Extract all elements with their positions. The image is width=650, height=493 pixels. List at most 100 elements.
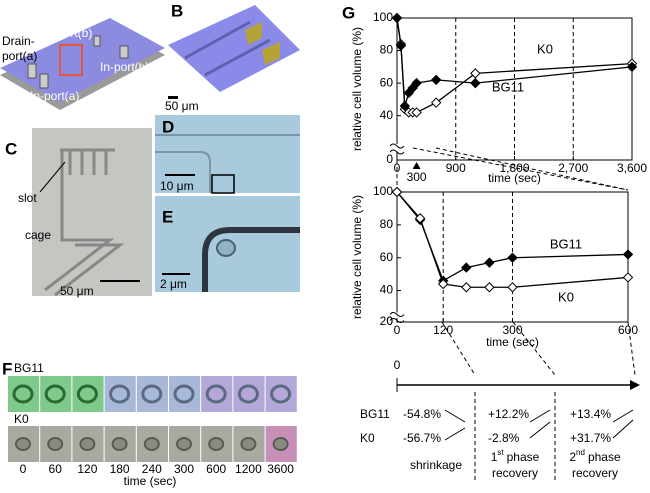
cell xyxy=(44,384,66,404)
data-point xyxy=(507,282,518,293)
change-value: +13.4% xyxy=(570,407,611,421)
x-marker-label: 300 xyxy=(407,170,427,184)
axis-break-gap xyxy=(391,312,403,321)
axis-break xyxy=(389,143,405,155)
x-tick-label: 120 xyxy=(433,323,453,337)
change-value: +12.2% xyxy=(488,407,529,421)
x-tick-label: 0 xyxy=(394,323,401,337)
data-point xyxy=(430,74,442,86)
panel-label: B xyxy=(171,1,183,20)
data-point xyxy=(411,107,422,118)
cell xyxy=(12,384,34,404)
data-point xyxy=(484,282,495,293)
panel-label: E xyxy=(162,207,173,226)
scale-label: 10 μm xyxy=(160,179,194,193)
time-label: 180 xyxy=(110,462,130,476)
cell xyxy=(216,239,236,257)
data-point xyxy=(470,77,481,89)
series-label: BG11 xyxy=(550,236,582,251)
x-axis-label: time (sec) xyxy=(486,335,539,349)
series-label: BG11 xyxy=(492,79,524,94)
cage xyxy=(262,42,280,65)
annotation: slot xyxy=(18,191,37,205)
panel-label: F xyxy=(2,359,12,378)
phase-label-part: 2 xyxy=(569,450,576,464)
arrow-head xyxy=(630,380,640,390)
panel-a: A Drain- port(a) Drain- port(b) In-port(… xyxy=(0,1,165,110)
series-label: K0 xyxy=(558,289,574,304)
y-tick-label: 0 xyxy=(386,152,393,166)
cage-outline xyxy=(44,148,115,292)
panel-e: E 2 μm xyxy=(155,196,300,292)
cage xyxy=(245,22,262,45)
phase-label: recovery xyxy=(572,466,618,480)
pointer xyxy=(39,161,66,193)
panel-b: B 50 μm xyxy=(165,1,300,113)
phase-divider xyxy=(474,392,556,480)
row-label: BG11 xyxy=(14,361,44,375)
x-axis-label: time (sec) xyxy=(488,171,541,185)
cell xyxy=(141,384,163,404)
scale-label: 2 μm xyxy=(160,277,187,291)
time-label: 240 xyxy=(142,462,162,476)
data-point xyxy=(622,249,634,260)
y-tick-label: 80 xyxy=(380,43,394,57)
cell xyxy=(76,384,98,404)
x-tick-label: 600 xyxy=(618,323,638,337)
phase-label-part: phase xyxy=(507,450,540,464)
x-tick-label: 2,700 xyxy=(558,161,588,175)
axis-break-gap xyxy=(391,144,403,152)
data-point xyxy=(484,257,495,268)
chip xyxy=(168,5,300,92)
panel-c: C slot cage 50 μm xyxy=(5,128,152,298)
panel-label: G xyxy=(342,3,355,22)
cell xyxy=(237,384,259,404)
y-tick-label: 0 xyxy=(386,314,393,328)
x-tick-label: 0 xyxy=(394,161,401,175)
scale-bar xyxy=(165,174,195,176)
phase-label: 2nd phase xyxy=(569,448,621,464)
trend-arrow xyxy=(444,409,634,441)
time-label: 3600 xyxy=(267,462,294,476)
port-label: In-port(a) xyxy=(30,89,79,103)
row-label: K0 xyxy=(360,431,375,445)
data-point xyxy=(391,186,403,198)
row-label: BG11 xyxy=(360,407,390,421)
y-axis-label: relative cell volume (%) xyxy=(350,195,364,319)
y-tick-label: 40 xyxy=(380,283,394,297)
micrograph xyxy=(32,128,152,296)
scale-label: 50 μm xyxy=(165,99,199,113)
port xyxy=(27,63,37,79)
time-label: 600 xyxy=(206,462,226,476)
scale-label: 50 μm xyxy=(60,284,94,298)
data-point xyxy=(399,100,411,112)
port xyxy=(119,45,129,59)
highlight-box xyxy=(59,44,83,76)
y-tick-label: 100 xyxy=(373,10,393,24)
cell xyxy=(173,384,195,404)
port-label: port(b) xyxy=(57,26,92,40)
y-axis-label: relative cell volume (%) xyxy=(350,27,364,151)
micrograph xyxy=(155,115,300,193)
time-label: 300 xyxy=(174,462,194,476)
cell xyxy=(79,437,96,451)
y-tick-label: 40 xyxy=(380,108,394,122)
x-tick-label: 3,600 xyxy=(617,161,647,175)
x-axis-label: time (sec) xyxy=(124,474,177,488)
x-tick-label: 900 xyxy=(446,161,466,175)
y-tick-label: 100 xyxy=(373,184,393,198)
phase-label-part: phase xyxy=(588,450,621,464)
port-label: Drain- xyxy=(57,13,90,27)
phase-label-part: nd xyxy=(576,448,585,457)
data-point xyxy=(430,97,442,108)
data-point xyxy=(461,282,472,293)
time-label: 120 xyxy=(77,462,97,476)
cell xyxy=(240,437,257,451)
port-label: Drain- xyxy=(2,34,35,48)
port-label: In-port(b) xyxy=(100,60,149,74)
data-point xyxy=(461,262,472,273)
timeline-origin: 0 xyxy=(394,358,401,372)
time-label: 1200 xyxy=(235,462,262,476)
panel-label: C xyxy=(5,139,17,158)
